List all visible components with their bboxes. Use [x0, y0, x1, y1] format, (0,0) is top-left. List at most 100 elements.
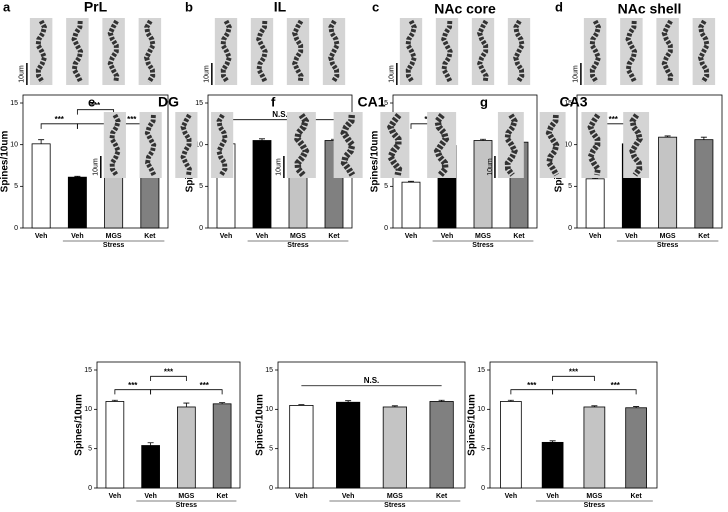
scale-label: 10um: [204, 65, 211, 83]
x-tick-label: MGS: [586, 493, 602, 500]
annotation: ***: [127, 115, 137, 124]
y-tick-label: 10: [564, 142, 572, 149]
y-tick-label: 10: [10, 142, 18, 149]
dendrite: [144, 114, 157, 177]
dendrite: [216, 113, 228, 177]
scale-label: 10um: [276, 158, 283, 176]
bar: [583, 406, 606, 489]
panel-letter: b: [185, 0, 193, 14]
dendrite: [180, 113, 192, 176]
x-tick-label: Veh: [256, 233, 268, 240]
y-axis-label: Spines/10um: [467, 394, 478, 456]
dendrite: [545, 114, 560, 177]
micrograph: [139, 112, 162, 178]
dendrite: [328, 19, 340, 84]
y-tick-label: 15: [477, 367, 485, 374]
error-bar: [345, 400, 352, 403]
panel-letter: e: [88, 94, 95, 109]
dendrite: [143, 19, 156, 84]
annotation: ***: [91, 101, 101, 110]
dendrite: [109, 113, 121, 177]
annotation: ***: [611, 381, 621, 390]
error-bar: [633, 406, 640, 408]
panel-title: DG: [158, 94, 179, 110]
bracket: [150, 375, 187, 382]
y-tick-label: 5: [481, 446, 485, 453]
error-bar: [298, 404, 305, 406]
y-tick-label: 0: [384, 225, 388, 232]
dendrite: [107, 19, 120, 83]
scale-label: 10um: [389, 65, 396, 83]
bar: [212, 403, 232, 489]
micrograph: [427, 112, 457, 178]
error-bar: [219, 402, 226, 404]
dendrite: [405, 19, 417, 84]
x-tick-label: MGS: [475, 233, 491, 240]
dendrite: [587, 113, 601, 176]
x-tick-label: Veh: [71, 233, 83, 240]
bar: [382, 406, 407, 489]
y-tick-label: 10: [477, 406, 485, 413]
x-tick-label: Veh: [625, 233, 637, 240]
x-tick-label: Veh: [35, 233, 47, 240]
micrograph: [656, 18, 679, 85]
group-label: Stress: [657, 242, 679, 249]
y-axis-label: Spines/10um: [0, 131, 11, 193]
bar: [31, 143, 51, 229]
group-label: Stress: [384, 502, 406, 507]
dendrite: [441, 20, 453, 84]
error-bar: [480, 138, 486, 141]
annotation: ***: [609, 115, 619, 124]
bar: [625, 407, 647, 489]
dendrite: [625, 20, 638, 84]
panel-title: CA3: [559, 94, 587, 110]
error-bar: [74, 175, 81, 178]
micrograph: [620, 18, 643, 85]
x-tick-label: Veh: [546, 493, 558, 500]
y-tick-label: 10: [265, 406, 273, 413]
x-tick-label: Veh: [144, 493, 156, 500]
bar: [252, 140, 272, 229]
panel-title: NAc core: [434, 1, 496, 17]
y-tick-label: 0: [568, 225, 572, 232]
dendrite: [292, 19, 304, 83]
bar: [694, 139, 714, 229]
y-tick-label: 5: [384, 183, 388, 190]
y-tick-label: 0: [14, 225, 18, 232]
x-tick-label: Veh: [220, 233, 232, 240]
micrograph: [286, 112, 316, 178]
y-tick-label: 10: [195, 142, 203, 149]
bar: [401, 181, 421, 229]
scale-label: 10um: [19, 65, 26, 83]
x-tick-label: MGS: [178, 493, 194, 500]
x-tick-label: Veh: [589, 233, 601, 240]
x-tick-label: Ket: [328, 233, 340, 240]
y-tick-label: 5: [14, 183, 18, 190]
error-bar: [408, 180, 414, 183]
micrograph: [66, 18, 89, 85]
micrograph: [435, 18, 459, 85]
x-tick-label: Ket: [513, 233, 525, 240]
plot-frame: [489, 361, 658, 489]
panel-letter: c: [372, 0, 379, 14]
x-tick-label: MGS: [290, 233, 306, 240]
annotation: N.S.: [364, 376, 380, 385]
micrograph: [175, 112, 198, 178]
panel-title: PrL: [84, 0, 108, 15]
error-bar: [700, 136, 707, 140]
x-tick-label: Ket: [630, 493, 642, 500]
bar: [141, 445, 160, 489]
x-tick-label: Ket: [698, 233, 710, 240]
group-label: Stress: [584, 502, 606, 507]
dendrite: [340, 114, 356, 177]
plot-frame: [576, 94, 723, 229]
x-tick-label: Veh: [342, 493, 354, 500]
annotation: ***: [569, 367, 579, 376]
dendrite: [220, 19, 232, 84]
y-tick-label: 5: [568, 183, 572, 190]
y-tick-label: 0: [199, 225, 203, 232]
bracket: [510, 389, 554, 395]
panel-title: NAc shell: [618, 1, 682, 17]
bar: [105, 401, 125, 489]
